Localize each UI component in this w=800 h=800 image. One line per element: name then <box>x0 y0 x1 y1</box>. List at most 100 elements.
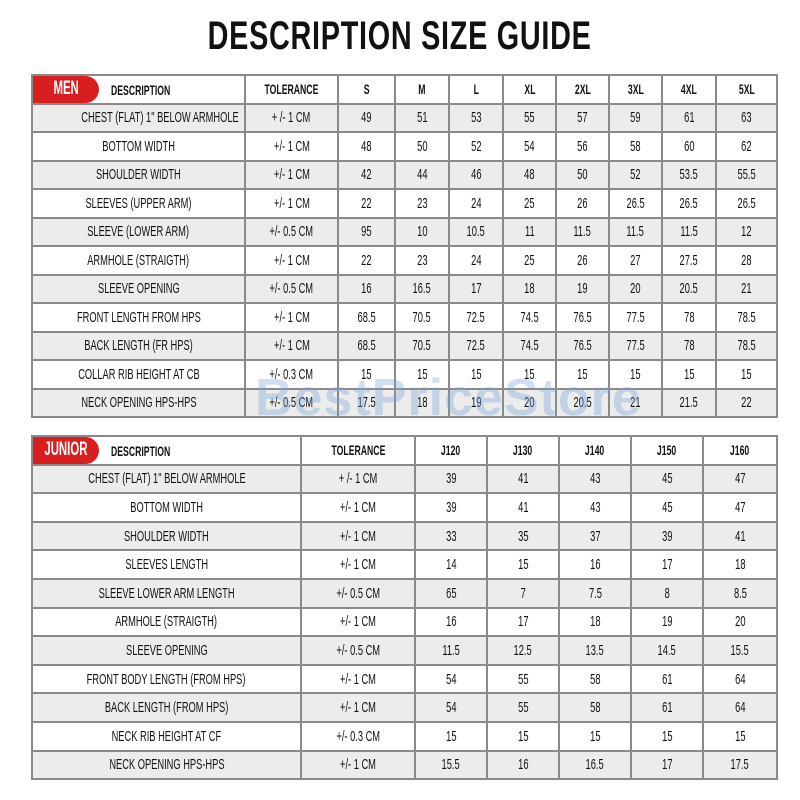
size-value: 62 <box>715 131 778 162</box>
size-value-text: 42 <box>361 166 372 184</box>
size-header-j160: J160 <box>702 435 778 466</box>
size-value: 15 <box>486 549 560 580</box>
size-value: 15 <box>702 720 778 752</box>
size-value-text: 74.5 <box>520 308 539 326</box>
tolerance-header-text: TOLERANCE <box>331 442 385 459</box>
size-value: 11 <box>502 216 557 247</box>
size-value: 55 <box>486 663 560 695</box>
table-row: ARMHOLE (STRAIGTH) +/- 1 CM 22 23 24 25 26 27 27… <box>31 245 778 276</box>
row-tolerance-text: + /- 1 CM <box>272 109 311 127</box>
table-row: SLEEVE (LOWER ARM) +/- 0.5 CM 95 10 10.5 11 11… <box>31 216 778 247</box>
size-value-text: 47 <box>734 470 746 488</box>
size-value-text: 16 <box>361 280 372 298</box>
size-header-j150-text: J150 <box>657 442 677 459</box>
size-value: 42 <box>337 159 396 190</box>
tolerance-header: TOLERANCE <box>300 435 416 466</box>
row-tolerance: +/- 0.3 CM <box>300 720 416 752</box>
row-description: SLEEVE (LOWER ARM) <box>31 216 246 247</box>
table-row: BACK LENGTH (FROM HPS) +/- 1 CM 54 55 58 61 64 <box>31 692 778 723</box>
size-value: 68.5 <box>337 302 396 333</box>
size-value: 55 <box>486 692 560 723</box>
size-value: 72.5 <box>448 302 504 333</box>
size-header-5xl-text: 5XL <box>738 81 755 98</box>
row-tolerance: +/- 1 CM <box>300 749 416 781</box>
size-value: 26.5 <box>661 188 717 219</box>
size-header-2xl-text: 2XL <box>574 81 591 98</box>
size-value: 21 <box>715 273 778 304</box>
size-value-text: 54 <box>445 670 457 688</box>
row-description-text: ARMHOLE (STRAIGTH) <box>87 251 190 269</box>
size-value: 15.5 <box>414 749 488 781</box>
size-value-text: 78 <box>683 308 695 326</box>
row-tolerance: +/- 1 CM <box>300 549 416 580</box>
size-value-text: 56 <box>577 137 588 155</box>
size-value: 15 <box>715 359 778 390</box>
size-value: 59 <box>608 102 663 133</box>
size-value: 74.5 <box>502 302 557 333</box>
size-value: 10.5 <box>448 216 504 247</box>
row-description-text: COLLAR RIB HEIGHT AT CB <box>77 365 200 383</box>
size-value-text: 16.5 <box>412 280 432 298</box>
size-value: 55 <box>502 102 557 133</box>
row-tolerance: + /- 1 CM <box>244 102 339 133</box>
table-row: CHEST (FLAT) 1" BELOW ARMHOLE + /- 1 CM 49… <box>31 102 778 133</box>
size-value-text: 53 <box>470 109 482 127</box>
row-description-text: CHEST (FLAT) 1" BELOW ARMHOLE <box>81 109 239 127</box>
size-value: 46 <box>448 159 504 190</box>
size-value-text: 41 <box>734 527 746 545</box>
size-value-text: 72.5 <box>466 308 486 326</box>
size-value-text: 39 <box>445 470 457 488</box>
tolerance-header-text: TOLERANCE <box>264 81 319 98</box>
size-value: 37 <box>558 520 632 552</box>
size-value-text: 63 <box>741 109 752 127</box>
size-value-text: 41 <box>517 498 529 516</box>
row-tolerance-text: +/- 1 CM <box>273 194 310 212</box>
size-header-j140-text: J140 <box>585 442 605 459</box>
size-value: 7 <box>486 577 560 609</box>
row-tolerance-text: +/- 1 CM <box>340 756 376 774</box>
size-value: 21 <box>608 387 663 418</box>
size-value: 27 <box>608 245 663 276</box>
size-value-text: 26.5 <box>679 194 699 212</box>
size-value-text: 19 <box>661 613 673 631</box>
size-value: 15 <box>337 359 396 390</box>
size-value: 15.5 <box>702 635 778 666</box>
size-value: 39 <box>630 520 704 552</box>
size-value: 12 <box>715 216 778 247</box>
row-tolerance-text: +/- 0.5 CM <box>269 223 314 241</box>
size-value-text: 15 <box>361 365 372 383</box>
size-value-text: 46 <box>470 166 482 184</box>
size-value: 22 <box>337 245 396 276</box>
row-description: SLEEVE OPENING <box>31 273 246 304</box>
size-header-j130-text: J130 <box>513 442 533 459</box>
size-value-text: 16.5 <box>585 756 605 774</box>
size-value-text: 16 <box>517 756 529 774</box>
size-value-text: 59 <box>630 109 641 127</box>
row-tolerance-text: +/- 0.3 CM <box>269 365 314 383</box>
size-header-j150: J150 <box>630 435 704 466</box>
row-description: BACK LENGTH (FR HPS) <box>31 330 246 361</box>
size-value: 61 <box>661 102 717 133</box>
size-value: 15 <box>558 720 632 752</box>
size-value-text: 15 <box>661 727 673 745</box>
size-value-text: 25 <box>524 251 535 269</box>
size-value-text: 72.5 <box>466 337 486 355</box>
size-value: 63 <box>715 102 778 133</box>
size-value: 18 <box>702 549 778 580</box>
size-value-text: 11.5 <box>626 223 645 241</box>
size-value-text: 17 <box>661 756 673 774</box>
size-value-text: 18 <box>524 280 535 298</box>
row-tolerance: +/- 1 CM <box>300 606 416 638</box>
size-value-text: 33 <box>445 527 457 545</box>
size-value-text: 70.5 <box>412 337 432 355</box>
size-value-text: 20.5 <box>679 280 699 298</box>
size-value-text: 8 <box>664 584 670 602</box>
size-value-text: 17.5 <box>357 394 376 412</box>
size-value: 15 <box>630 720 704 752</box>
size-value-text: 14 <box>445 556 457 574</box>
size-value: 61 <box>630 692 704 723</box>
size-value: 58 <box>558 663 632 695</box>
size-value: 17.5 <box>337 387 396 418</box>
row-tolerance-text: +/- 1 CM <box>340 699 376 717</box>
row-description-text: NECK RIB HEIGHT AT CF <box>111 727 222 745</box>
